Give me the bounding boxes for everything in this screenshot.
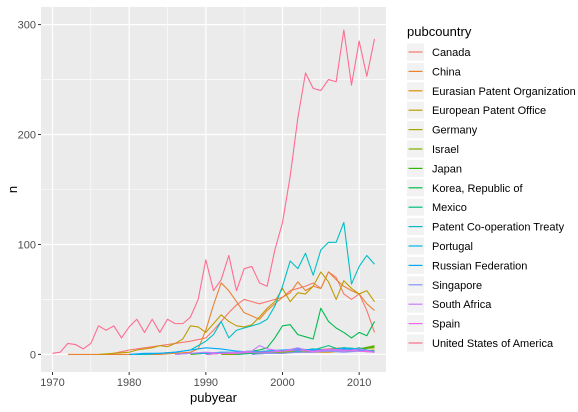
x-tick-label: 1970: [40, 377, 64, 389]
legend-label: United States of America: [432, 338, 554, 350]
x-tick-label: 2010: [347, 377, 371, 389]
legend-items: Canada China Eurasian Patent Organization E…: [407, 43, 576, 352]
x-tick-label: 2000: [270, 377, 294, 389]
legend-label: Patent Co-operation Treaty: [432, 222, 565, 234]
y-tick-label: 100: [18, 239, 36, 251]
legend-label: Portugal: [432, 241, 473, 253]
legend-title: pubcountry: [407, 24, 472, 39]
legend-label: Japan: [432, 163, 462, 175]
x-tick-label: 1980: [117, 377, 141, 389]
series-line-european-patent-office: [98, 271, 375, 355]
x-axis-title: pubyear: [190, 390, 238, 405]
legend-label: Russian Federation: [432, 260, 527, 272]
y-axis-ticks: 0 100 200 300: [18, 20, 41, 361]
legend-label: European Patent Office: [432, 105, 546, 117]
x-axis-ticks: 1970 1980 1990 2000 2010: [40, 372, 371, 389]
major-gridlines: [41, 7, 386, 372]
series-line-spain: [205, 348, 375, 355]
legend-label: Israel: [432, 144, 459, 156]
legend-label: Germany: [432, 125, 478, 137]
legend-label: China: [432, 66, 462, 78]
legend-label: Singapore: [432, 280, 482, 292]
series-line-canada: [113, 271, 376, 354]
y-axis-title: n: [5, 186, 20, 193]
series-line-south-africa: [175, 345, 375, 355]
legend-label: Canada: [432, 47, 471, 59]
legend-label: South Africa: [432, 299, 492, 311]
legend-label: Mexico: [432, 202, 467, 214]
legend-label: Eurasian Patent Organization: [432, 86, 576, 98]
series-lines: [52, 29, 376, 355]
legend-label: Korea, Republic of: [432, 183, 523, 195]
y-tick-label: 200: [18, 130, 36, 142]
y-tick-label: 300: [18, 20, 36, 32]
x-tick-label: 1990: [194, 377, 218, 389]
series-line-united-states-of-america: [52, 29, 376, 354]
legend-label: Spain: [432, 319, 460, 331]
legend: pubcountry Canada China Eurasian Patent Or…: [407, 24, 576, 352]
y-tick-label: 0: [30, 349, 36, 361]
series-line-patent-co-operation-treaty: [129, 221, 375, 355]
